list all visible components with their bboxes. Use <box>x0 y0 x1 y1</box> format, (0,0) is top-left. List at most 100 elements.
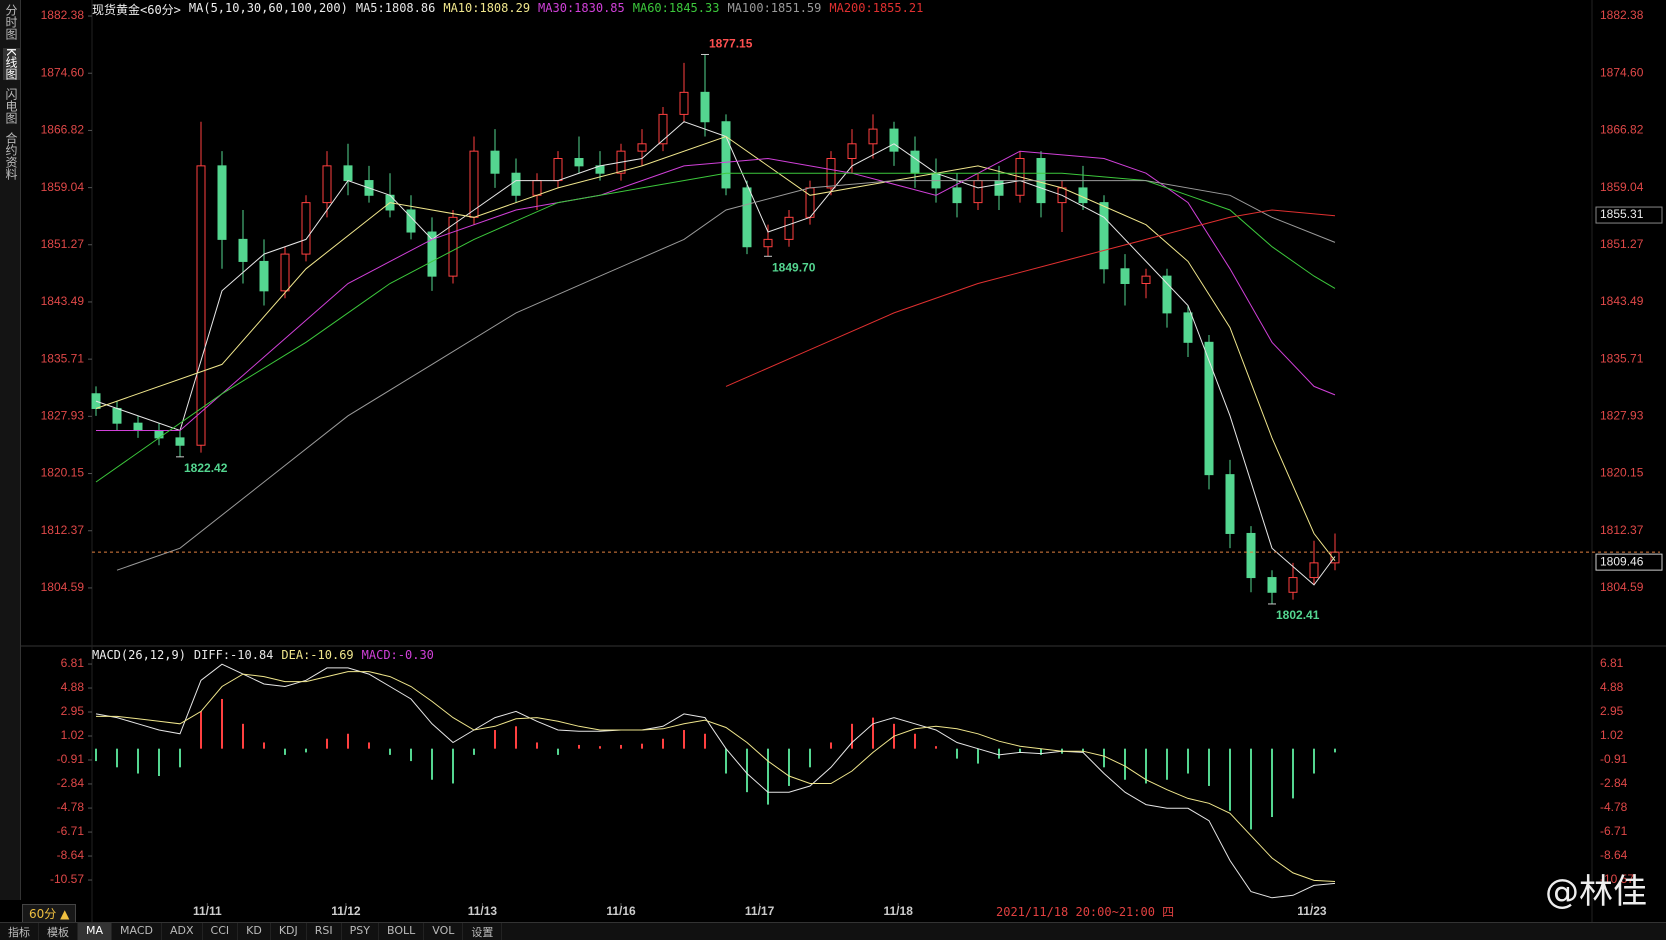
y2-tick-label: 1851.27 <box>1600 237 1644 251</box>
candle-body <box>532 180 542 196</box>
y-tick-label: 1851.27 <box>41 237 85 251</box>
y2-tick-label: -10.57 <box>1600 872 1634 886</box>
y-tick-label: 1874.60 <box>41 65 85 79</box>
candle-body <box>658 113 668 145</box>
macd-header: MACD(26,12,9) DIFF:-10.84 DEA:-10.69 MACD:-… <box>92 648 434 662</box>
candle-body <box>175 437 185 446</box>
toolbar-tab[interactable]: PSY <box>342 923 379 940</box>
x-tick-label: 11/18 <box>884 904 914 918</box>
toolbar-tab[interactable]: KDJ <box>271 923 307 940</box>
x-tick-label: 11/16 <box>606 904 636 918</box>
y-tick-label: 1882.38 <box>41 8 85 22</box>
candle-body <box>511 172 521 196</box>
chart-title: 现货黄金<60分> <box>92 3 181 17</box>
candle-body <box>1309 562 1319 579</box>
y2-tick-label: 1859.04 <box>1600 180 1644 194</box>
toolbar-tab[interactable]: 指标 <box>0 923 39 940</box>
cursor-price-label: 1855.31 <box>1600 207 1644 221</box>
chart-subtitle: MA(5,10,30,60,100,200) <box>188 1 348 15</box>
legend-entry: MA5:1808.86 <box>355 1 436 15</box>
candle-body <box>490 150 500 174</box>
candle-body <box>784 216 794 240</box>
candle-body <box>1246 532 1256 579</box>
y2-tick-label: -0.91 <box>1600 752 1628 766</box>
toolbar-tab[interactable]: CCI <box>203 923 239 940</box>
y2-tick-label: 6.81 <box>1600 656 1624 670</box>
sidebar-tab[interactable]: 闪电图 <box>4 87 18 124</box>
candle-body <box>112 407 122 424</box>
toolbar-tab[interactable]: VOL <box>424 923 464 940</box>
candle-body <box>1120 268 1130 284</box>
candle-body <box>679 91 689 115</box>
sidebar-tab[interactable]: 分时图 <box>4 4 18 40</box>
candle-body <box>742 187 752 248</box>
y2-tick-label: 2.95 <box>1600 704 1624 718</box>
y2-tick-label: 1874.60 <box>1600 65 1644 79</box>
y-tick-label: -8.64 <box>57 848 85 862</box>
y2-tick-label: 1835.71 <box>1600 351 1644 365</box>
toolbar-tab[interactable]: MACD <box>112 923 162 940</box>
period-selector[interactable]: 60分 ▲ <box>22 904 77 923</box>
toolbar-tab[interactable]: ADX <box>162 923 203 940</box>
y-tick-label: 1859.04 <box>41 180 85 194</box>
sidebar-tab[interactable]: K线图 <box>3 48 20 80</box>
candle-body <box>868 128 878 145</box>
y2-tick-label: 1882.38 <box>1600 8 1644 22</box>
indicator-line <box>95 135 1336 562</box>
candle-body <box>952 187 962 204</box>
indicator-line <box>725 209 1336 387</box>
x-tick-label: 11/12 <box>331 904 361 918</box>
y-tick-label: 4.88 <box>61 680 85 694</box>
y-tick-label: 1827.93 <box>41 409 85 423</box>
candle-body <box>343 165 353 182</box>
x-tick-label: 11/23 <box>1297 904 1327 918</box>
toolbar-tab[interactable]: RSI <box>307 923 342 940</box>
x-tick-label: 11/13 <box>468 904 498 918</box>
toolbar-tab[interactable]: BOLL <box>379 923 425 940</box>
y-tick-label: -6.71 <box>57 824 85 838</box>
candle-body <box>301 202 311 255</box>
annotation-label: 1877.15 <box>709 37 753 51</box>
toolbar-tab[interactable]: KD <box>238 923 271 940</box>
y2-tick-label: -4.78 <box>1600 800 1628 814</box>
price-header: 现货黄金<60分> MA(5,10,30,60,100,200) MA5:1808.… <box>92 1 923 18</box>
candle-body <box>1162 275 1172 314</box>
last-price-box <box>1595 553 1663 571</box>
indicator-line <box>95 172 1336 483</box>
y2-tick-label: 1804.59 <box>1600 580 1644 594</box>
annotation-label: 1849.70 <box>772 260 816 274</box>
y-tick-label: 1866.82 <box>41 123 85 137</box>
y2-tick-label: 1820.15 <box>1600 466 1644 480</box>
candle-body <box>259 260 269 292</box>
annotation-label: 1822.42 <box>184 461 228 475</box>
candle-body <box>1225 474 1235 534</box>
candle-body <box>1078 187 1088 204</box>
candle-body <box>1288 577 1298 593</box>
y-tick-label: 1812.37 <box>41 523 85 537</box>
y-tick-label: 1843.49 <box>41 294 85 308</box>
candle-body <box>238 238 248 262</box>
candle-body <box>217 165 227 240</box>
candle-body <box>448 216 458 277</box>
y-tick-label: 2.95 <box>61 704 85 718</box>
y2-tick-label: 1.02 <box>1600 728 1624 742</box>
y2-tick-label: -2.84 <box>1600 776 1628 790</box>
chart-title: MACD(26,12,9) <box>92 648 186 662</box>
y2-tick-label: 4.88 <box>1600 680 1624 694</box>
candle-body <box>1099 202 1109 270</box>
legend-entry: MA200:1855.21 <box>829 1 924 15</box>
candle-body <box>1267 577 1277 593</box>
candle-body <box>700 91 710 123</box>
legend-entry: MA10:1808.29 <box>443 1 531 15</box>
toolbar-tab[interactable]: 模板 <box>39 923 78 940</box>
indicator-line <box>116 180 1336 571</box>
sidebar-tab[interactable]: 合约资料 <box>4 131 18 180</box>
y-tick-label: -4.78 <box>57 800 85 814</box>
indicator-line <box>95 121 1336 586</box>
y2-tick-label: -6.71 <box>1600 824 1628 838</box>
y-tick-label: 1804.59 <box>41 580 85 594</box>
toolbar-tab[interactable]: MA <box>78 923 113 940</box>
y2-tick-label: -8.64 <box>1600 848 1628 862</box>
toolbar-tab[interactable]: 设置 <box>463 923 503 940</box>
